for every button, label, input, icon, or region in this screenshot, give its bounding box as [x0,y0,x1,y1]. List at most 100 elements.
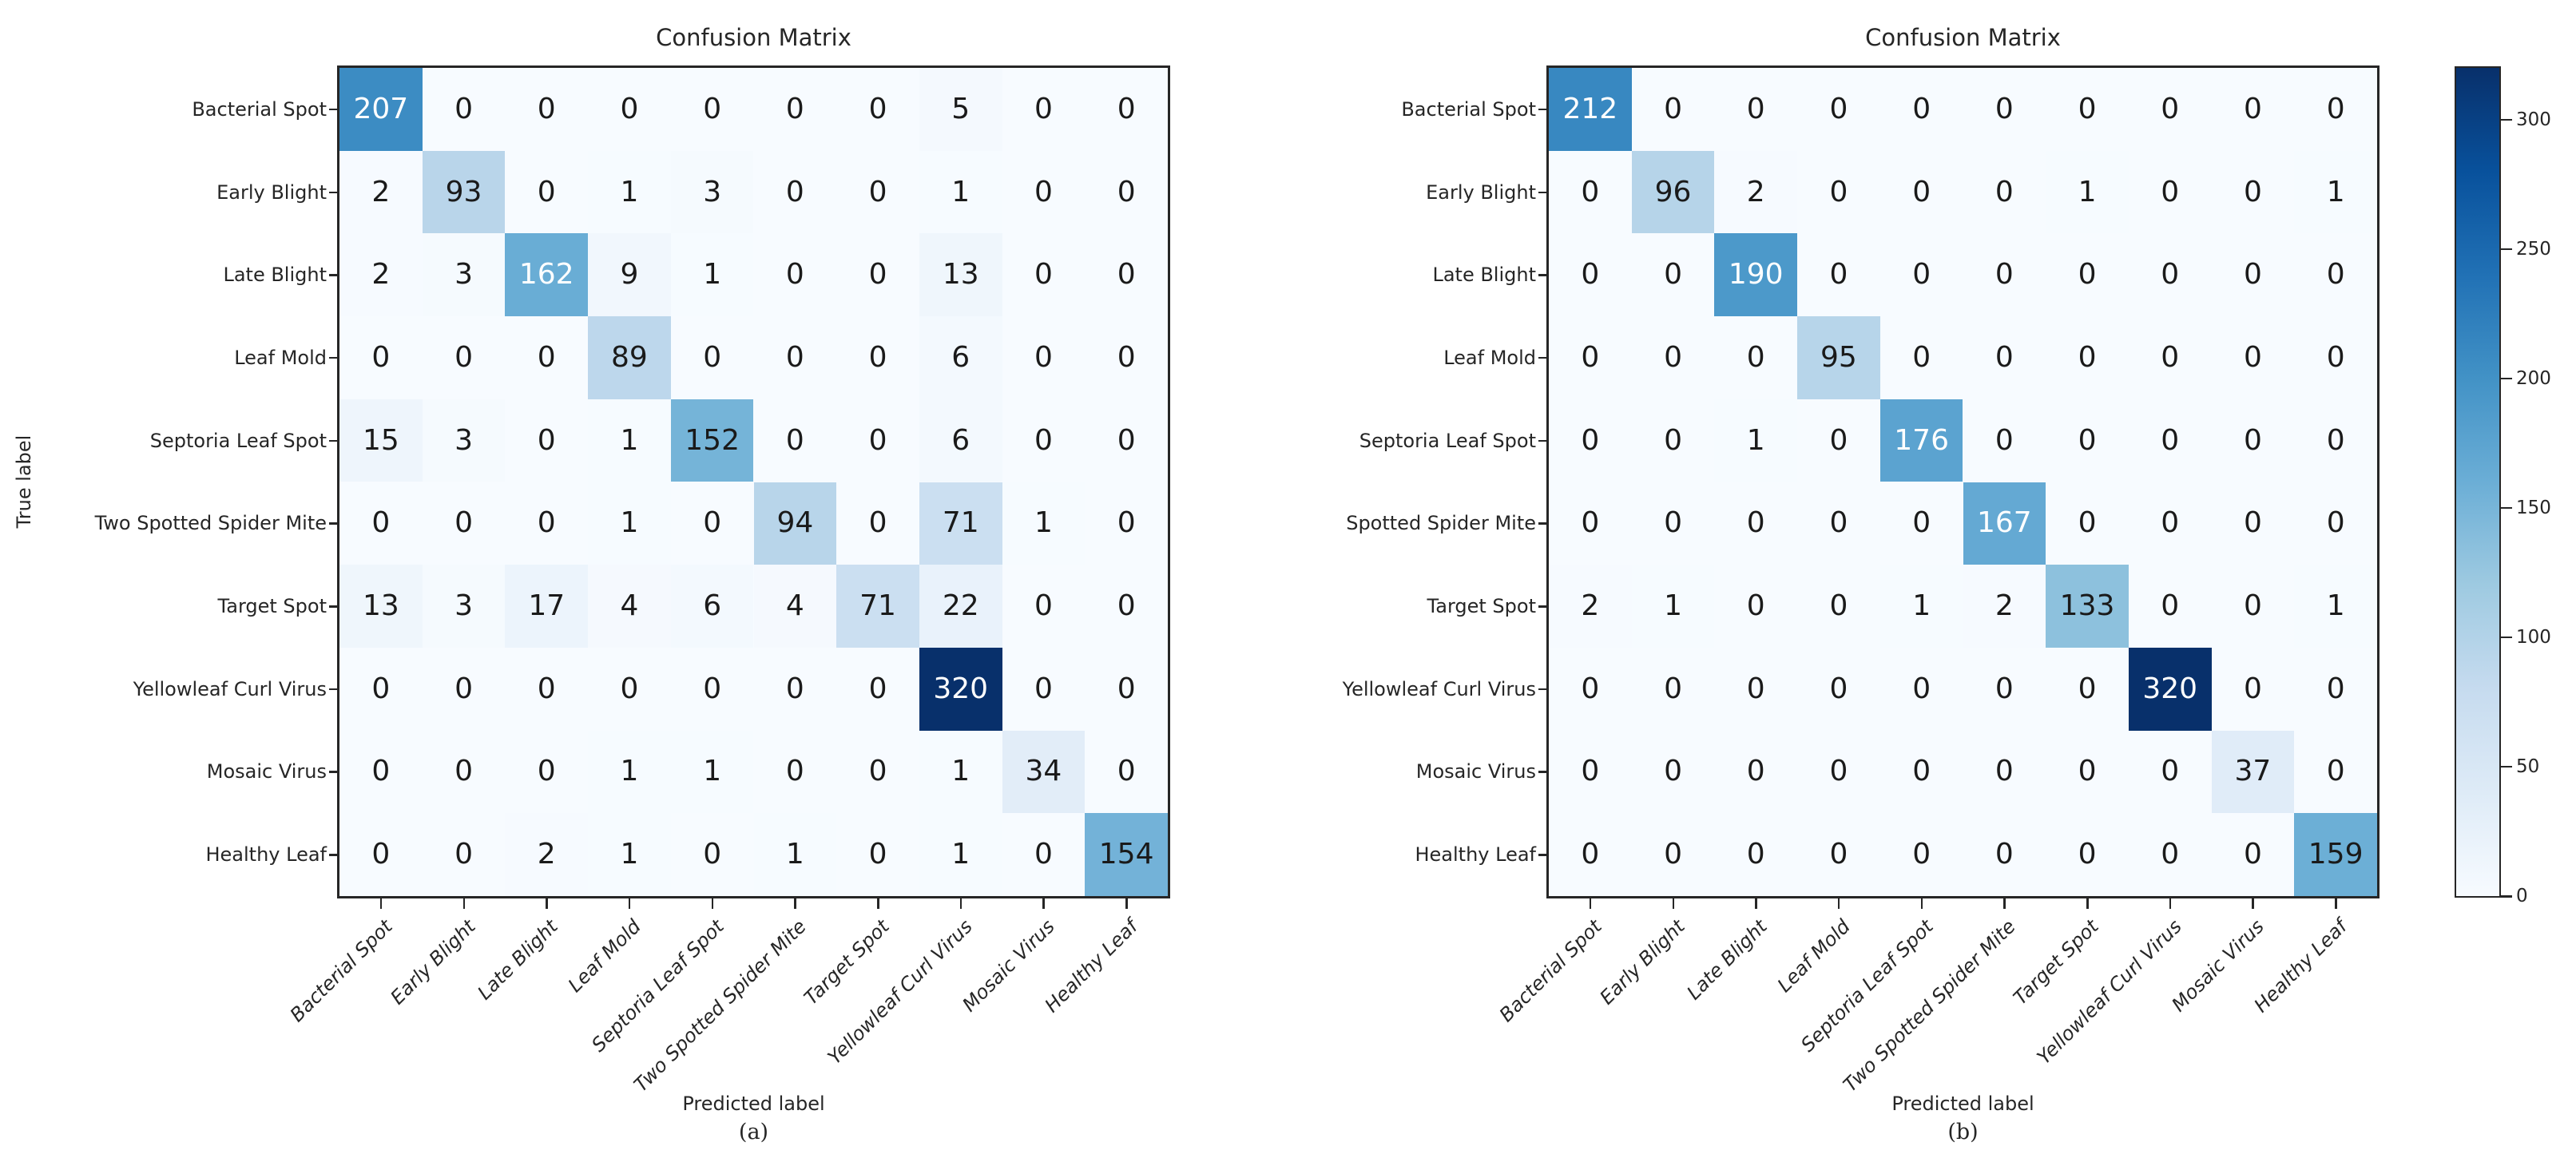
confusion-cell: 0 [2128,399,2212,482]
colorbar [2455,66,2501,898]
y-tick-label: Early Blight [1426,180,1536,204]
confusion-cell: 0 [1549,150,1632,234]
confusion-cell: 71 [919,482,1002,565]
confusion-cell: 1 [588,150,671,234]
confusion-cell: 6 [919,316,1002,399]
confusion-cell: 320 [919,647,1002,731]
confusion-cell: 0 [836,813,919,896]
caption-b: (b) [1947,1120,1979,1144]
y-tick-label: Early Blight [216,180,327,204]
x-tick-label: Early Blight [386,915,480,1009]
colorbar-tick-label: 100 [2516,626,2551,648]
confusion-cell: 0 [1797,730,1880,814]
confusion-cell: 0 [2294,316,2377,399]
confusion-cell: 0 [1879,150,1963,234]
confusion-cell: 1 [588,730,671,814]
confusion-cell: 15 [339,399,423,482]
colorbar-tick-mark [2501,118,2512,121]
confusion-cell: 1 [1002,482,1086,565]
y-tick-mark [1538,854,1549,856]
confusion-cell: 71 [836,565,919,648]
x-tick-mark [1042,898,1045,909]
confusion-cell: 0 [2046,730,2129,814]
confusion-cell: 3 [422,399,506,482]
confusion-cell: 0 [2128,316,2212,399]
confusion-cell: 0 [836,399,919,482]
confusion-cell: 0 [836,316,919,399]
confusion-cell: 0 [1085,68,1168,151]
confusion-cell: 0 [1714,565,1798,648]
confusion-cell: 0 [1549,233,1632,317]
x-tick-label: Late Blight [473,915,563,1005]
confusion-cell: 0 [1085,150,1168,234]
confusion-cell: 0 [2211,316,2295,399]
confusion-cell: 0 [2046,813,2129,896]
confusion-cell: 0 [2294,482,2377,565]
confusion-cell: 1 [588,813,671,896]
y-tick-label: Leaf Mold [1443,346,1536,369]
confusion-cell: 0 [1085,233,1168,317]
confusion-cell: 0 [1085,730,1168,814]
confusion-cell: 0 [1963,150,2046,234]
confusion-cell: 5 [919,68,1002,151]
panel-a: Confusion Matrix 207 0 0 0 0 0 0 5 0 0 2 93 0 1 3 0 0 1 0 0… [0,0,1246,1174]
confusion-cell: 96 [1631,150,1715,234]
confusion-cell: 0 [1002,316,1086,399]
x-tick-label: Bacterial Spot [1494,915,1606,1027]
confusion-cell: 1 [1631,565,1715,648]
confusion-cell: 13 [339,565,423,648]
confusion-cell: 0 [339,813,423,896]
confusion-cell: 0 [1085,565,1168,648]
confusion-cell: 190 [1714,233,1798,317]
y-tick-label: Bacterial Spot [192,97,327,121]
y-tick-label: Late Blight [223,264,327,287]
confusion-cell: 0 [505,316,589,399]
confusion-cell: 3 [422,565,506,648]
confusion-cell: 1 [588,399,671,482]
y-tick-mark [1538,688,1549,691]
confusion-cell: 0 [836,150,919,234]
x-tick-mark [1125,898,1128,909]
confusion-cell: 0 [339,647,423,731]
x-tick-mark [959,898,963,909]
y-tick-mark [329,356,339,359]
y-tick-mark [1538,191,1549,194]
y-tick-mark [329,191,339,194]
confusion-cell: 0 [1002,647,1086,731]
confusion-cell: 0 [2211,68,2295,151]
confusion-cell: 0 [670,647,754,731]
confusion-cell: 0 [422,68,506,151]
confusion-cell: 0 [1963,647,2046,731]
confusion-cell: 0 [753,399,837,482]
confusion-cell: 0 [1085,482,1168,565]
x-tick-mark [628,898,631,909]
y-tick-label: Healthy Leaf [1415,843,1536,867]
confusion-cell: 34 [1002,730,1086,814]
confusion-cell: 0 [2294,730,2377,814]
y-tick-label: Late Blight [1432,264,1536,287]
confusion-cell: 0 [1879,647,1963,731]
confusion-cell: 0 [1631,647,1715,731]
confusion-cell: 0 [339,730,423,814]
y-tick-mark [1538,108,1549,111]
y-tick-mark [329,688,339,691]
x-axis-label-a: Predicted label [682,1093,825,1115]
x-tick-mark [794,898,796,909]
confusion-cell: 0 [2128,730,2212,814]
confusion-cell: 0 [505,647,589,731]
y-tick-label: Healthy Leaf [205,843,327,867]
confusion-cell: 0 [1714,482,1798,565]
heatmap-a: 207 0 0 0 0 0 0 5 0 0 2 93 0 1 3 0 0 1 0 0 2 3 162 9 1 0 0 13 0 0 0 0 0 8… [337,65,1170,898]
confusion-cell: 212 [1549,68,1632,151]
confusion-cell: 1 [919,150,1002,234]
x-tick-mark [2003,898,2006,909]
confusion-cell: 0 [505,399,589,482]
confusion-cell: 0 [422,813,506,896]
confusion-cell: 1 [753,813,837,896]
confusion-cell: 0 [1714,68,1798,151]
confusion-cell: 0 [422,647,506,731]
confusion-cell: 0 [1549,316,1632,399]
confusion-cell: 0 [2211,647,2295,731]
x-tick-label: Two Spotted Spider Mite [1839,915,2021,1097]
